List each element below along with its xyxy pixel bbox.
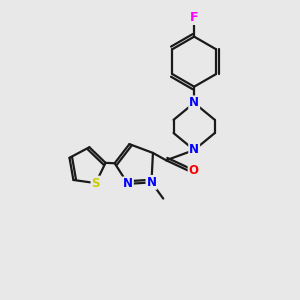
Text: N: N [123,177,133,190]
Text: F: F [190,11,198,24]
Text: N: N [146,176,157,189]
Text: N: N [189,143,199,157]
Text: N: N [189,96,199,110]
Text: S: S [92,177,100,190]
Text: O: O [189,164,199,177]
